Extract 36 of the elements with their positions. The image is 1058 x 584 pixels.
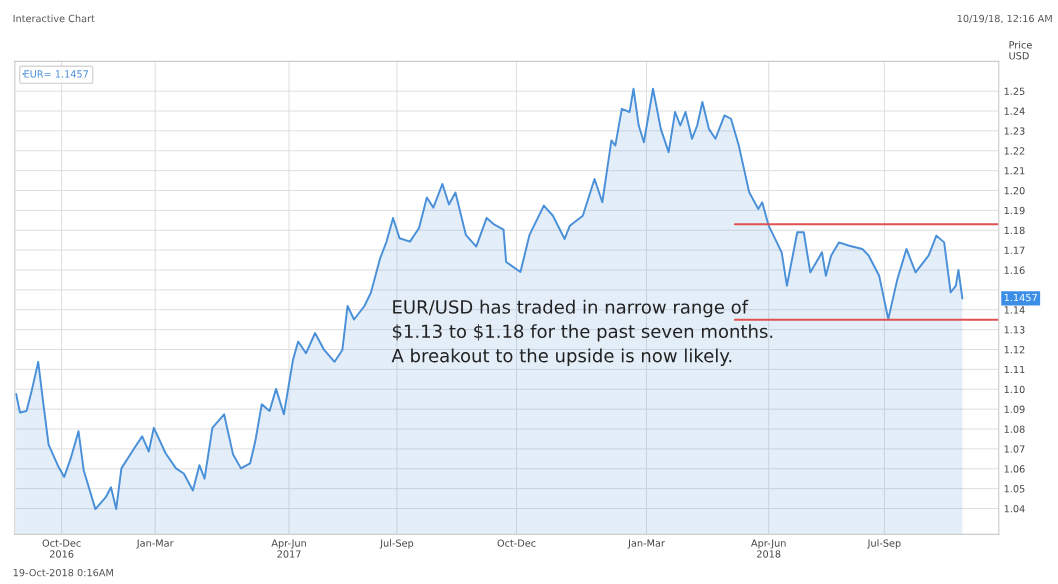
x-tick-label: Jan-Mar xyxy=(136,539,174,549)
y-tick-label: 1.05 xyxy=(1004,485,1025,493)
y-tick-label: 1.08 xyxy=(1004,425,1025,433)
y-tick-label: 1.09 xyxy=(1004,405,1025,413)
text: 10/19/18, 12:16 AM xyxy=(957,14,1052,24)
y-tick-label: 1.12 xyxy=(1004,345,1025,354)
x-tick-label: Apr-Jun 2017 xyxy=(271,539,306,558)
x-tick-label: Jul-Sep xyxy=(379,539,414,549)
y-tick-label: 1.14 xyxy=(1004,306,1025,314)
y-axis-title: Price USD xyxy=(1009,41,1032,60)
y-tick-label: 1.20 xyxy=(1004,186,1025,195)
annotation: EUR/USD has traded in narrow range of $1.13 to $1.18 for the past seven months. A breakout to the upside is now likely. xyxy=(391,299,773,366)
legend-label: EUR= 1.1457 xyxy=(24,70,88,78)
y-tick-label: 1.16 xyxy=(1004,266,1025,274)
y-tick-label: 1.22 xyxy=(1004,147,1025,155)
x-tick-label: Jan-Mar xyxy=(627,539,665,549)
x-tick-label: Oct-Dec xyxy=(497,539,536,547)
y-tick-label: 1.19 xyxy=(1004,206,1025,215)
y-tick-label: 1.06 xyxy=(1004,465,1025,473)
y-tick-label: 1.11 xyxy=(1004,366,1025,374)
y-tick-label: 1.07 xyxy=(1004,445,1025,453)
y-tick-label: 1.21 xyxy=(1004,167,1025,175)
y-tick-label: 1.23 xyxy=(1004,127,1025,135)
x-tick-label: Jul-Sep xyxy=(867,539,901,549)
y-tick-label: 1.17 xyxy=(1004,246,1025,254)
y-tick-label: 1.10 xyxy=(1004,385,1025,394)
x-tick-label: Apr-Jun 2018 xyxy=(751,539,786,558)
y-tick-label: 1.13 xyxy=(1004,326,1025,334)
y-tick-label: 1.18 xyxy=(1004,226,1025,235)
text: 19-Oct-2018 0:16AM xyxy=(13,568,113,577)
y-tick-label: 1.04 xyxy=(1004,505,1025,513)
y-tick-label: 1.24 xyxy=(1004,107,1025,115)
text: Interactive Chart xyxy=(13,14,95,23)
y-tick-label: 1.25 xyxy=(1004,87,1025,95)
x-tick-label: Oct-Dec 2016 xyxy=(42,539,81,558)
text: 1.1457 xyxy=(1004,294,1037,302)
